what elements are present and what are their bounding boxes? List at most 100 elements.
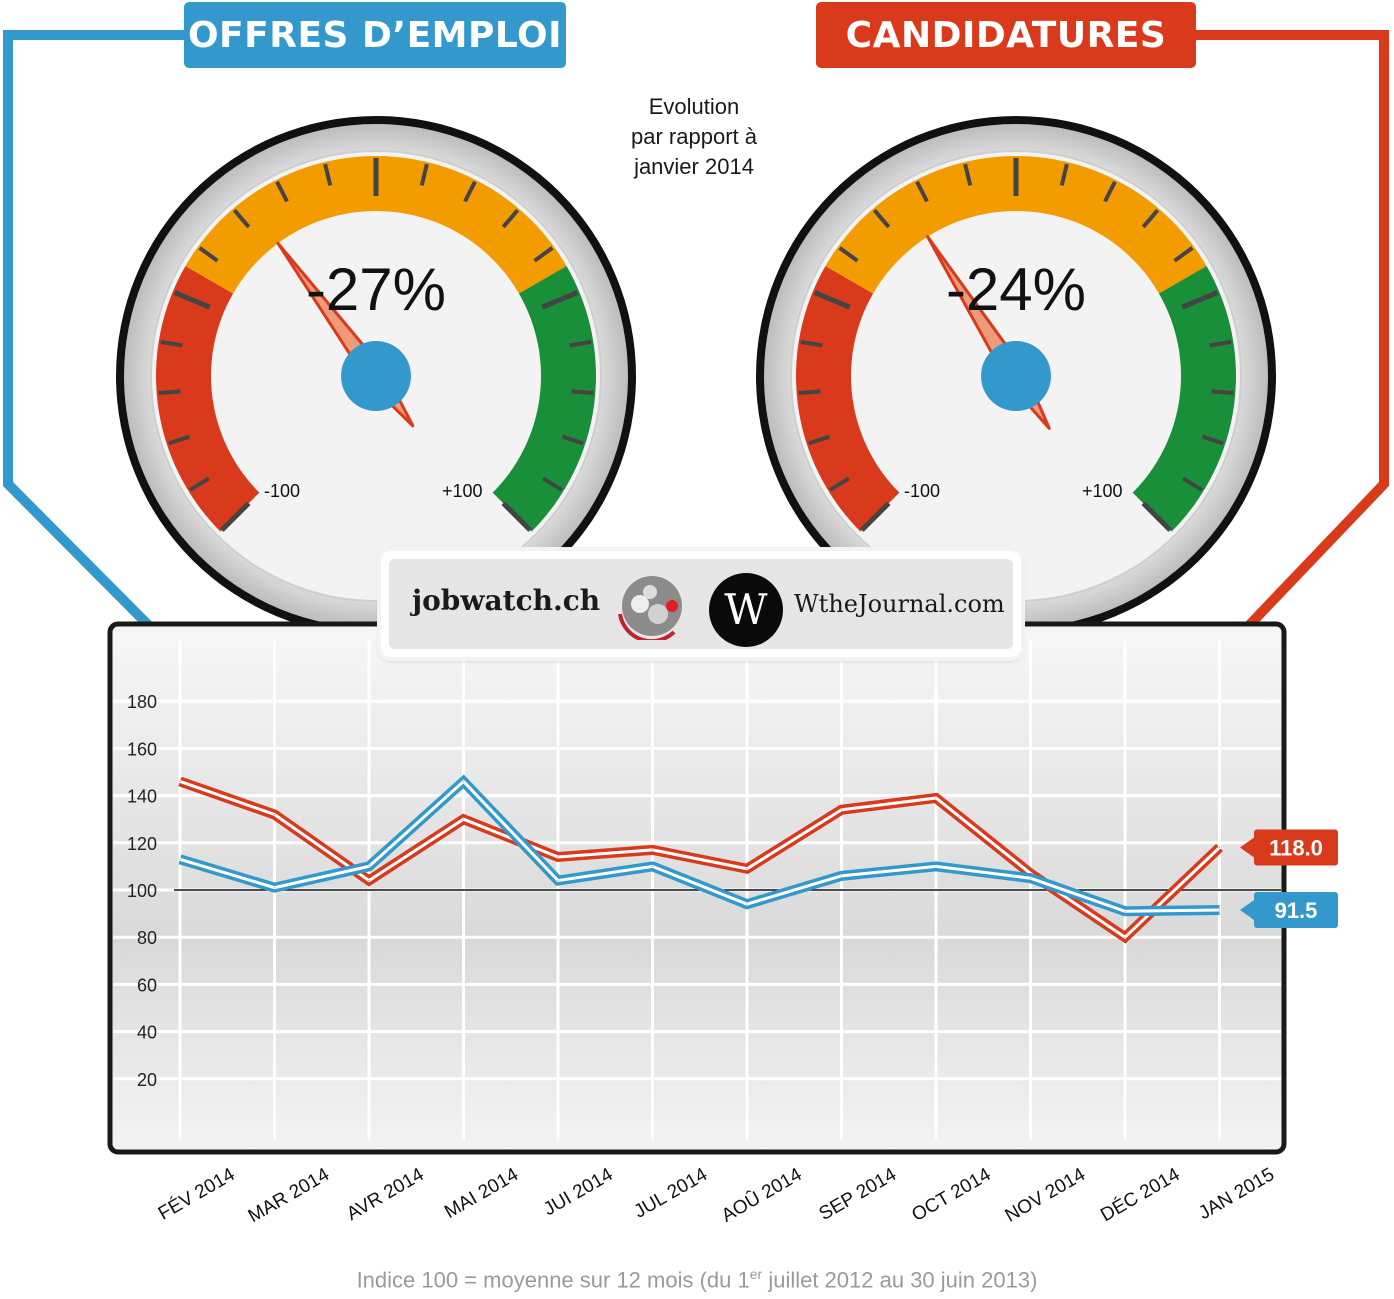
candidatures-gauge xyxy=(756,116,1276,636)
candidatures-tick xyxy=(915,180,929,203)
offres-tick xyxy=(533,246,554,263)
y-tick-label: 100 xyxy=(127,881,157,901)
offres-gauge-value: -27% xyxy=(306,256,446,323)
offres-tick xyxy=(220,501,251,532)
offres-tick xyxy=(232,208,251,229)
offres-end-label-pointer xyxy=(1240,900,1254,921)
candidatures-header-badge: CANDIDATURES xyxy=(816,2,1196,68)
offres-red-zone xyxy=(156,266,260,532)
offres-series-highlight xyxy=(179,779,1220,913)
y-tick-label: 160 xyxy=(127,739,157,759)
footnote-text-post: juillet 2012 au 30 juin 2013) xyxy=(762,1267,1038,1293)
y-tick-label: 140 xyxy=(127,787,157,807)
candidatures-data-point xyxy=(368,880,370,882)
candidatures-end-label-pointer xyxy=(1240,837,1254,858)
candidatures-tick xyxy=(838,246,859,263)
offres-data-point xyxy=(1030,877,1031,879)
x-tick-label: AOÛ 2014 xyxy=(718,1163,806,1227)
offres-data-point xyxy=(274,887,275,889)
candidatures-data-point xyxy=(935,797,937,799)
evolution-note: Evolution par rapport à janvier 2014 xyxy=(631,94,757,179)
x-tick-label: JAN 2015 xyxy=(1195,1164,1278,1224)
offres-gauge xyxy=(116,116,636,636)
candidatures-data-point xyxy=(841,809,842,811)
candidatures-data-point xyxy=(1124,936,1126,938)
candidatures-tick xyxy=(860,501,891,532)
wthejournal-logo-icon: W xyxy=(709,573,783,647)
offres-data-point xyxy=(746,903,748,905)
offres-tick xyxy=(158,389,181,396)
offres-header-badge: OFFRES D’EMPLOI xyxy=(184,2,566,68)
candidatures-tick xyxy=(872,208,891,229)
candidatures-tick xyxy=(813,290,851,310)
footnote-superscript: er xyxy=(749,1266,763,1282)
y-tick-label: 40 xyxy=(137,1023,157,1043)
jobwatch-logo-icon xyxy=(618,576,682,640)
x-tick-label: MAI 2014 xyxy=(441,1164,522,1223)
offres-tick xyxy=(561,434,584,446)
candidatures-tick xyxy=(800,339,823,348)
offres-data-point xyxy=(179,858,181,860)
candidatures-tick xyxy=(1209,339,1232,348)
index-footnote: Indice 100 = moyenne sur 12 mois (du 1er… xyxy=(0,1266,1394,1293)
candidatures-data-point xyxy=(652,849,653,851)
offres-tick xyxy=(419,163,429,186)
offres-tick xyxy=(501,208,520,229)
wthejournal-logo-letter: W xyxy=(724,585,768,634)
offres-data-point xyxy=(1124,910,1126,912)
offres-end-label: 91.5 xyxy=(1275,898,1318,923)
offres-tick xyxy=(198,246,219,263)
x-tick-label: OCT 2014 xyxy=(908,1164,994,1226)
candidatures-tick xyxy=(1141,208,1160,229)
offres-tick xyxy=(463,180,477,203)
offres-tick xyxy=(168,434,191,446)
candidatures-tick xyxy=(1059,163,1069,186)
candidatures-data-point xyxy=(557,856,559,858)
offres-hub xyxy=(341,341,411,411)
logo-box-inner xyxy=(389,559,1013,649)
candidatures-tick xyxy=(1141,501,1172,532)
candidatures-data-point xyxy=(179,780,181,782)
footnote-text-pre: Indice 100 = moyenne sur 12 mois (du 1 xyxy=(356,1267,750,1293)
candidatures-tick xyxy=(798,389,821,396)
offres-data-point xyxy=(935,865,937,867)
candidatures-tick xyxy=(1201,434,1224,446)
offres-tick xyxy=(569,339,592,348)
x-tick-label: MAR 2014 xyxy=(245,1164,334,1227)
offres-tick xyxy=(541,290,579,310)
y-tick-label: 60 xyxy=(137,975,157,995)
offres-tick xyxy=(323,163,333,186)
candidatures-end-label: 118.0 xyxy=(1269,836,1323,861)
candidatures-hub xyxy=(981,341,1051,411)
candidatures-gauge-min-label: -100 xyxy=(904,481,940,501)
logo-box xyxy=(381,551,1021,657)
offres-tick xyxy=(160,339,183,348)
y-tick-label: 120 xyxy=(127,834,157,854)
x-tick-label: FÉV 2014 xyxy=(155,1164,239,1225)
offres-gauge-max-label: +100 xyxy=(442,481,483,501)
candidatures-data-point xyxy=(746,868,748,870)
x-tick-label: JUI 2014 xyxy=(540,1164,617,1220)
offres-tick xyxy=(173,290,211,310)
candidatures-tick xyxy=(1181,290,1219,310)
candidatures-tick xyxy=(1173,246,1194,263)
x-tick-label: JUL 2014 xyxy=(631,1164,712,1223)
candidatures-tick xyxy=(808,434,831,446)
offres-data-point xyxy=(841,875,842,877)
offres-tick xyxy=(189,476,210,492)
candidatures-tick xyxy=(1211,389,1234,396)
offres-green-zone xyxy=(492,266,596,532)
candidatures-gauge-max-label: +100 xyxy=(1082,481,1123,501)
wthejournal-logo-text: WtheJournal.com xyxy=(794,590,1005,618)
candidatures-tick xyxy=(963,163,973,186)
candidatures-data-point xyxy=(274,813,275,815)
candidatures-tick xyxy=(829,476,850,492)
offres-tick xyxy=(275,180,289,203)
offres-end-label-box xyxy=(1254,892,1338,929)
offres-data-point xyxy=(368,865,370,867)
offres-gauge-min-label: -100 xyxy=(264,481,300,501)
candidatures-red-zone xyxy=(796,266,900,532)
candidatures-gauge-value: -24% xyxy=(946,256,1086,323)
x-tick-label: NOV 2014 xyxy=(1002,1164,1090,1227)
